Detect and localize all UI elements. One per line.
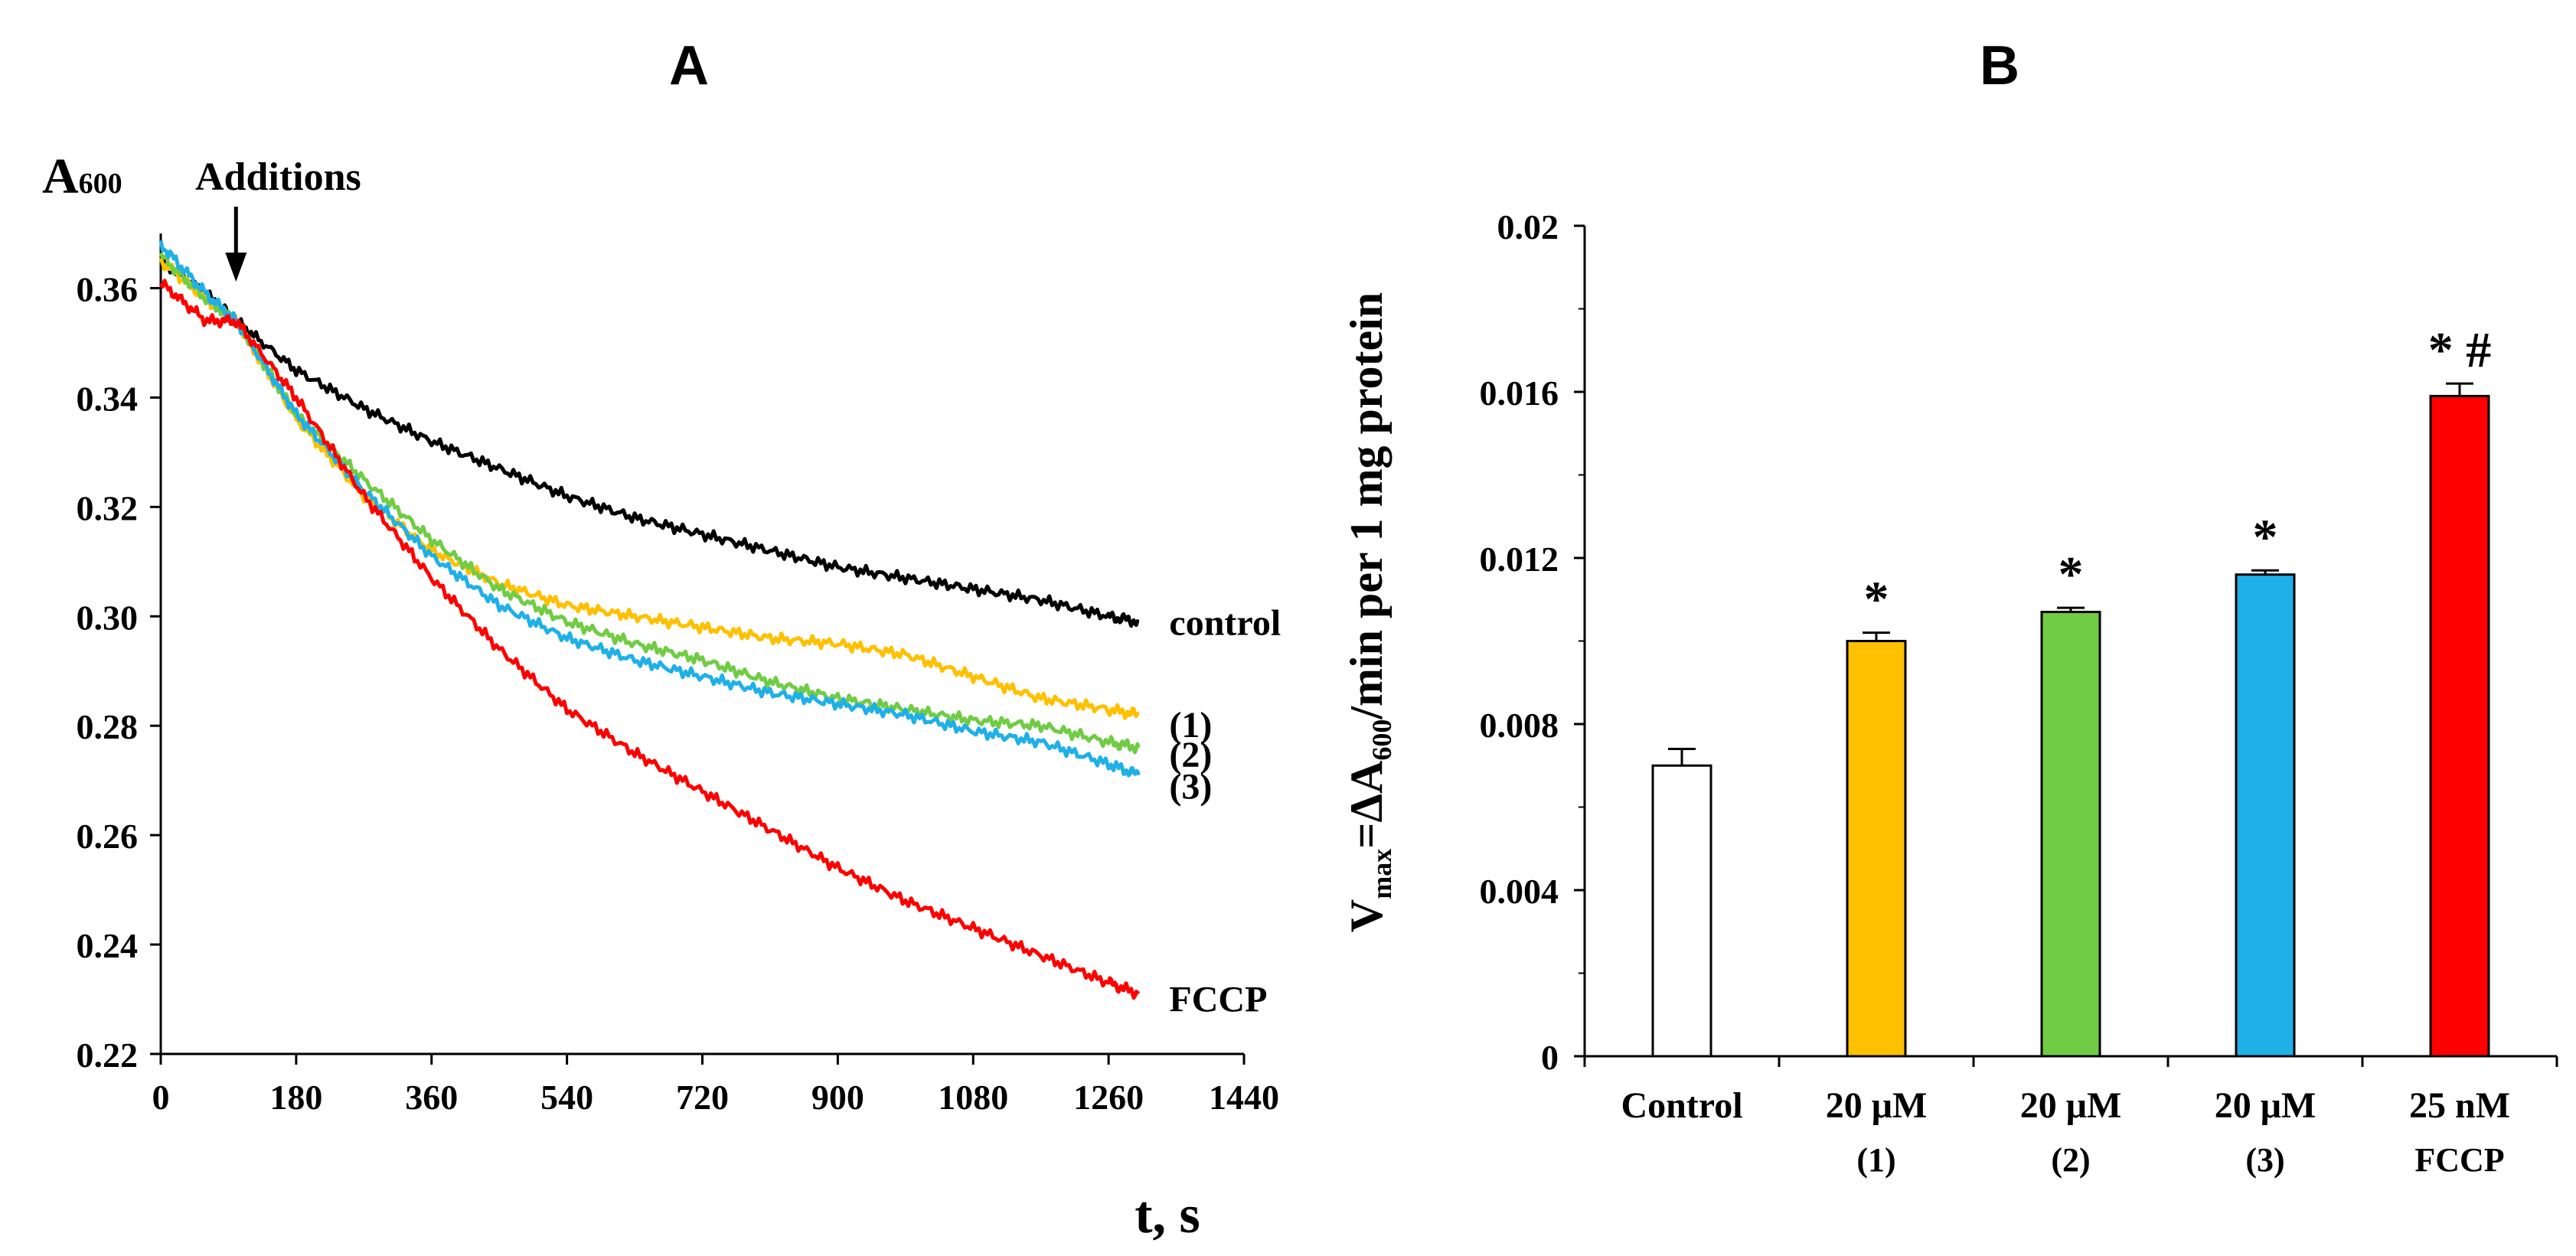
series-label: FCCP [1169,979,1267,1019]
category-label-line1: 25 nM [2409,1085,2510,1126]
panel-a-x-tick-label: 0 [152,1078,170,1117]
category-label-line2: (2) [2051,1141,2090,1179]
series-label: (1) [1169,705,1212,745]
series-label: (3) [1169,767,1212,807]
panel-a-series-labels: control (1)(2)(3) FCCP [1169,602,1281,1019]
bar-3 [2235,573,2296,1058]
panel-b-y-tick-label: 0.008 [1480,706,1559,745]
panel-a-y-tick-labels: 0.22 0.24 0.26 0.28 0.30 0.32 0.34 0.36 [77,269,139,1075]
panel-a-series-lines [158,240,1141,1000]
panel-a-y-tick-label: 0.36 [77,269,139,308]
panel-a-xlabel: t, s [1135,1186,1200,1245]
panel-a-label: A [669,35,709,96]
significance-mark: * [2253,509,2278,565]
category-label-line2: (3) [2245,1141,2284,1179]
series-label: control [1169,602,1281,643]
panel-b-category-labels: Control 20 μM (1) 20 μM (2) 20 μM (3) 25 nM FCCP [1621,1085,2510,1179]
series-line-2 [158,252,1141,755]
panel-a-x-tick-label: 1260 [1073,1078,1144,1117]
panel-a-x-tick-labels: 0 180 360 540 720 900 1080 1260 1440 [152,1078,1280,1117]
panel-a-x-tick-label: 900 [811,1078,864,1117]
series-label: (2) [1169,735,1212,775]
panel-a-y-tick-label: 0.34 [77,379,139,418]
panel-a-x-tick-label: 1440 [1209,1078,1279,1117]
additions-arrowhead-icon [225,253,247,282]
panel-a-x-tick-label: 1080 [938,1078,1008,1117]
panel-a-y-tick-label: 0.32 [77,488,139,527]
significance-mark: * [2059,546,2084,602]
series-line-fccp [158,279,1141,1000]
bar-1 [1846,640,1907,1058]
panel-a-x-tick-label: 180 [269,1078,322,1117]
panel-b-bars: * * * * # [1651,322,2492,1058]
additions-label: Additions [195,155,361,199]
panel-a-y-tick-label: 0.26 [77,817,139,856]
panel-b-y-tick-label: 0.02 [1497,207,1559,246]
series-line-3 [158,240,1141,778]
bar-4 [2429,394,2490,1058]
panel-a-y-tick-label: 0.28 [77,707,139,746]
panel-b-ylabel: Vmax=ΔA600/min per 1 mg protein [1341,292,1397,932]
additions-annotation: Additions [195,155,361,282]
panel-a-ylabel: A600 [42,148,122,204]
series-line-control [158,256,1140,628]
category-label-line1: 20 μM [2215,1085,2316,1126]
panel-b-y-tick-label: 0.004 [1480,872,1559,911]
panel-a-axes [150,233,1246,1065]
panel-a-y-tick-label: 0.22 [77,1036,139,1075]
panel-a-y-tick-label: 0.30 [77,598,139,637]
panel-b: B Vmax=ΔA600/min per 1 mg protein 0 0.004… [1341,35,2558,1179]
panel-a: A A600 0.220.240.260.280.300.320.340.36 … [42,35,1281,1245]
bar-2 [2040,611,2101,1058]
category-label-line1: 20 μM [2020,1085,2122,1126]
category-label-line1: 20 μM [1826,1085,1928,1126]
panel-b-y-tick-label: 0.012 [1480,540,1559,579]
panel-a-x-tick-label: 540 [540,1078,593,1117]
category-label-line2: (1) [1856,1141,1895,1179]
panel-b-y-tick-labels: 0 0.004 0.008 0.012 0.016 0.02 [1480,207,1559,1077]
significance-mark: * # [2428,322,2492,378]
panel-b-y-tick-label: 0.016 [1480,374,1559,413]
category-label-line2: FCCP [2414,1141,2504,1179]
panel-a-x-tick-label: 360 [405,1078,458,1117]
significance-mark: * [1864,572,1889,628]
panel-b-label: B [1980,35,2019,96]
panel-b-y-tick-label: 0 [1541,1038,1559,1077]
panel-a-y-tick-label: 0.24 [77,926,139,965]
panel-a-x-tick-label: 720 [676,1078,729,1117]
category-label-line1: Control [1621,1085,1742,1126]
bar-0 [1651,764,1712,1058]
